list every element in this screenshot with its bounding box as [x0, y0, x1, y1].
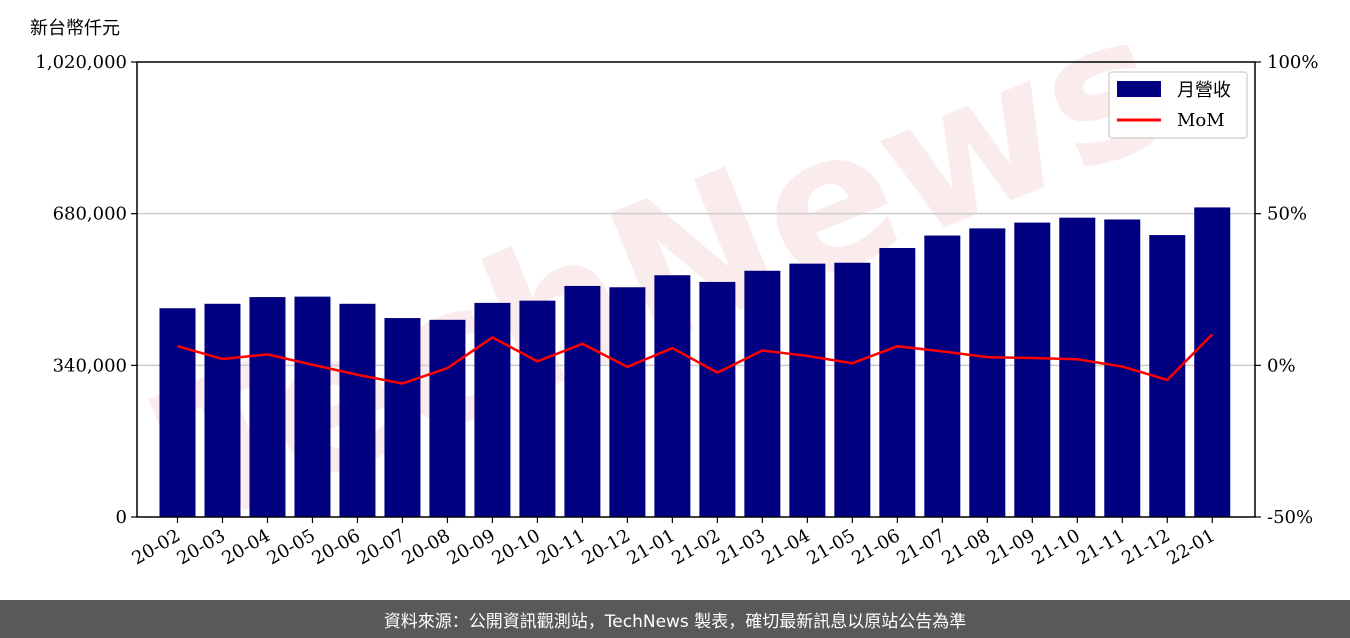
- bar-21-10: [1059, 217, 1096, 517]
- right-tick-label: -50%: [1267, 507, 1313, 528]
- mom-line-layer: [177, 333, 1214, 385]
- bar-20-06: [339, 303, 376, 517]
- legend: 月營收 MoM: [1108, 71, 1248, 139]
- x-tick-label-21-07: 21-07: [893, 525, 948, 569]
- bar-21-02: [699, 281, 736, 517]
- x-tick-label-20-06: 20-06: [309, 525, 364, 569]
- y-unit-label: 新台幣仟元: [30, 18, 120, 39]
- x-tick-label-21-10: 21-10: [1028, 525, 1083, 569]
- x-tick-label-21-08: 21-08: [938, 525, 993, 569]
- x-tick-label-20-08: 20-08: [398, 525, 453, 569]
- x-tick-label-20-12: 20-12: [578, 525, 633, 569]
- bar-21-05: [834, 262, 871, 517]
- plot-frame: [136, 61, 1256, 518]
- bar-20-02: [159, 308, 196, 517]
- bar-21-04: [789, 263, 826, 517]
- x-tick-label-20-02: 20-02: [129, 525, 184, 569]
- x-tick-label-21-05: 21-05: [803, 525, 858, 569]
- right-tick-label: 0%: [1267, 355, 1296, 376]
- bar-21-11: [1104, 219, 1141, 517]
- bar-21-07: [924, 235, 961, 517]
- bar-21-08: [969, 228, 1006, 517]
- x-tick-label-21-09: 21-09: [983, 525, 1038, 569]
- bar-20-03: [204, 303, 241, 517]
- bar-20-04: [249, 297, 286, 517]
- right-tick-label: 100%: [1267, 52, 1318, 73]
- x-tick-label-21-06: 21-06: [848, 525, 903, 569]
- bar-20-07: [384, 318, 421, 517]
- footer-source-note: 資料來源：公開資訊觀測站，TechNews 製表，確切最新訊息以原站公告為準: [0, 600, 1350, 638]
- bar-20-11: [564, 285, 601, 517]
- chart: TechNews 0340,000680,0001,020,000-50%0%5…: [30, 0, 1318, 570]
- bar-21-09: [1014, 222, 1051, 517]
- x-tick-label-20-09: 20-09: [443, 525, 498, 569]
- x-tick-label-20-11: 20-11: [533, 525, 588, 569]
- x-tick-label-21-02: 21-02: [668, 525, 723, 569]
- bar-20-09: [474, 302, 511, 517]
- bar-22-01: [1194, 207, 1231, 517]
- x-tick-label-21-01: 21-01: [623, 525, 678, 569]
- left-tick-label: 1,020,000: [35, 52, 127, 73]
- bar-20-08: [429, 319, 466, 517]
- left-tick-label: 0: [116, 507, 127, 528]
- legend-swatch-bar: [1117, 81, 1161, 97]
- footer-text: 資料來源：公開資訊觀測站，TechNews 製表，確切最新訊息以原站公告為準: [383, 611, 967, 632]
- x-tick-label-21-04: 21-04: [758, 525, 813, 569]
- right-tick-label: 50%: [1267, 204, 1307, 225]
- mom-line: [177, 333, 1214, 385]
- bar-21-01: [654, 275, 691, 517]
- bar-21-03: [744, 270, 781, 517]
- bar-20-05: [294, 296, 331, 517]
- left-tick-label: 340,000: [53, 355, 127, 376]
- legend-label-bar: 月營收: [1177, 80, 1231, 101]
- revenue-bars: [159, 207, 1231, 517]
- x-tick-label-22-01: 22-01: [1163, 525, 1218, 569]
- left-tick-label: 680,000: [53, 204, 127, 225]
- x-tick-label-20-10: 20-10: [488, 525, 543, 569]
- bar-21-06: [879, 248, 916, 517]
- x-tick-label-21-12: 21-12: [1118, 525, 1173, 569]
- x-tick-label-21-11: 21-11: [1073, 525, 1128, 569]
- x-tick-label-21-03: 21-03: [713, 525, 768, 569]
- legend-label-line: MoM: [1177, 110, 1225, 131]
- bar-20-10: [519, 300, 556, 517]
- bar-20-12: [609, 287, 646, 517]
- x-tick-label-20-07: 20-07: [354, 525, 409, 569]
